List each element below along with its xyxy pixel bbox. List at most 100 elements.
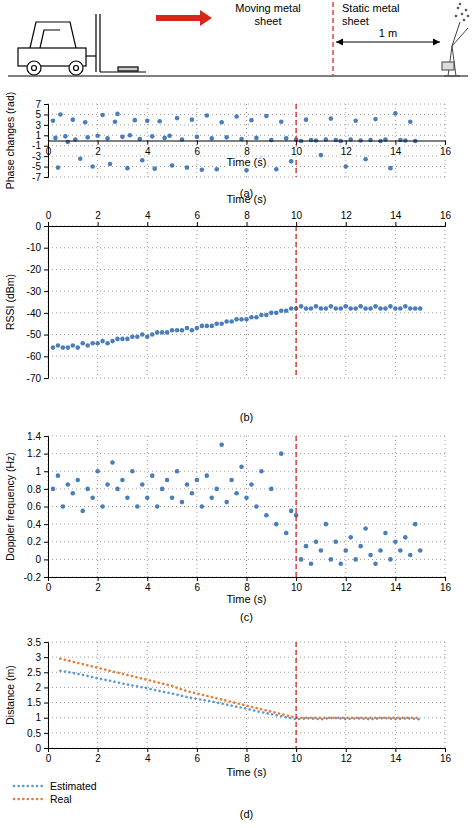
tick-mark [98,748,99,752]
point [56,473,61,478]
point [343,164,348,169]
point [71,343,76,348]
point [105,136,110,141]
tick-mark [44,733,48,734]
tick-label: 5 [35,109,41,120]
tick-label: 14 [390,210,402,221]
grid-line [395,436,396,577]
tick-label: -7 [32,172,41,183]
tick: 8 [244,748,250,764]
tick-mark [395,748,396,752]
tick-mark [44,577,48,578]
tick-mark [98,222,99,226]
point [353,118,358,123]
point [219,443,224,448]
grid-line [48,247,445,248]
point [125,337,130,342]
point [125,495,130,500]
point [324,306,329,311]
tick-mark [197,748,198,752]
point [125,166,130,171]
tick-mark [395,577,396,581]
grid-line [147,226,148,378]
grid-line [48,672,445,673]
grid [48,436,445,577]
tick-mark [147,222,148,226]
tick-label: 4 [145,753,151,764]
point [363,306,368,311]
point [368,138,373,143]
tick-label: 2 [95,146,101,157]
divider [332,2,333,76]
tick: -7 [32,172,48,183]
tick: 4 [145,577,151,593]
tick-mark [48,222,49,226]
tick: 6 [195,210,201,226]
tick-label: -70 [27,373,42,384]
point [224,500,229,505]
tick-mark [197,222,198,226]
point [175,328,180,333]
point [289,159,294,164]
point [155,330,160,335]
grid-line [147,642,148,748]
point [393,306,398,311]
grid [48,642,445,748]
point [167,134,172,139]
tick: 0 [46,210,52,226]
tick: 10 [291,210,303,226]
legend-swatch [14,785,44,788]
grid-line [147,436,148,577]
point [388,304,393,309]
tick-mark [44,471,48,472]
point [195,135,200,140]
point [165,478,170,483]
tick-mark [44,313,48,314]
point [219,120,224,125]
y-axis: 0-10-20-30-40-50-60-70 [27,221,49,384]
point [95,469,100,474]
point [66,482,71,487]
tick: 4 [145,141,151,157]
point [100,504,105,509]
tick-mark [44,269,48,270]
tick: 2.5 [27,667,48,678]
tick-label: 2 [35,682,41,693]
tick: -40 [27,308,48,319]
tick-mark [445,141,446,145]
grid-line [48,436,445,437]
point [234,491,239,496]
point [353,557,358,562]
point [398,306,403,311]
tick-mark [44,125,48,126]
tick-mark [346,141,347,145]
grid-line [48,269,445,270]
tick: 2 [35,682,48,693]
grid-line [48,642,445,643]
point [140,332,145,337]
antenna-dot [463,19,465,21]
antenna [442,3,469,76]
tick: 4 [145,210,151,226]
marker-line [295,226,296,378]
point [145,334,150,339]
tick-mark [44,114,48,115]
point [229,319,234,324]
point [398,548,403,553]
legend-swatch [14,798,44,801]
series-line [60,671,420,719]
point [120,478,125,483]
point [289,509,294,514]
tick-label: -0.2 [24,572,42,583]
point [264,513,269,518]
tick-label: 4 [145,582,151,593]
legend-label: Real [50,793,72,805]
tick: -30 [27,286,48,297]
tick: 2 [95,141,101,157]
point [100,339,105,344]
tick-label: 6 [195,753,201,764]
antenna-dot [459,3,461,5]
tick-label: 12 [341,582,353,593]
point [115,112,120,117]
tick-mark [247,577,248,581]
